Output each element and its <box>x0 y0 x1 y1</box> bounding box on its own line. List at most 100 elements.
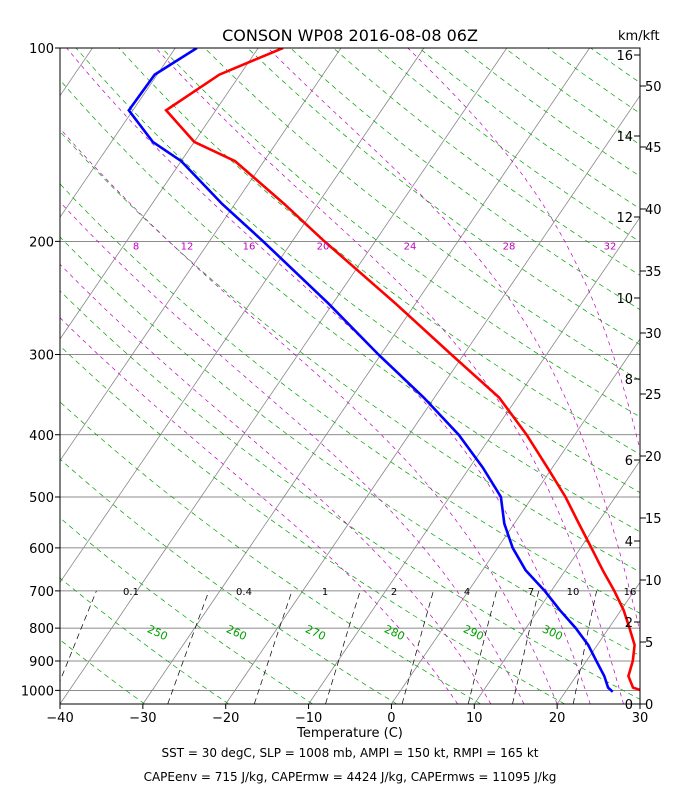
kft-tick-label: 30 <box>645 327 662 342</box>
y-tick-label: 1000 <box>21 684 54 699</box>
moist-adiabat-label: 24 <box>404 241 417 252</box>
kft-tick-label: 15 <box>645 512 662 527</box>
dry-adiabat-line <box>60 79 640 533</box>
isotherm-line <box>60 48 342 462</box>
kft-tick-label: 25 <box>645 388 662 403</box>
dry-adiabat-line <box>290 48 640 311</box>
mixing-ratio-label: 7 <box>528 587 534 598</box>
moist-adiabat-line <box>267 48 640 634</box>
isotherm-line <box>308 216 640 704</box>
x-axis-label: Temperature (C) <box>296 726 403 741</box>
dewpoint-curve <box>127 48 614 693</box>
plot-grid <box>60 48 640 704</box>
isotherm-line <box>60 48 176 219</box>
moist-adiabat-line <box>407 48 640 452</box>
footer-line-1: SST = 30 degC, SLP = 1008 mb, AMPI = 150… <box>161 746 539 760</box>
mixing-ratio-line <box>401 590 434 704</box>
dry-adiabat-label: 280 <box>382 622 407 643</box>
dry-adiabat-line <box>118 48 640 455</box>
kft-tick-label: 20 <box>645 450 662 465</box>
kft-tick-label: 35 <box>645 265 662 280</box>
x-tick-label: −20 <box>212 711 239 726</box>
moist-adiabat-label: 12 <box>181 241 194 252</box>
x-tick-label: 10 <box>466 711 483 726</box>
y-tick-label: 800 <box>29 622 54 637</box>
moist-adiabat-label: 16 <box>243 241 256 252</box>
kft-tick-label: 0 <box>645 698 653 713</box>
dry-adiabat-label: 260 <box>224 622 249 643</box>
isotherm-line <box>473 459 640 704</box>
y-tick-label: 700 <box>29 585 54 600</box>
kft-tick-label: 50 <box>645 80 662 95</box>
moist-adiabat-label: 20 <box>317 241 330 252</box>
mixing-ratio-line <box>325 590 361 704</box>
km-tick-label: 12 <box>616 211 633 226</box>
moist-adiabat-label: 8 <box>133 241 139 252</box>
y-tick-label: 600 <box>29 542 54 557</box>
y-tick-label: 300 <box>29 348 54 363</box>
x-tick-label: 0 <box>387 711 395 726</box>
dry-adiabat-label: 290 <box>461 622 486 643</box>
dry-adiabat-line <box>60 517 313 704</box>
kft-tick-label: 45 <box>645 141 662 156</box>
dry-adiabat-line <box>60 458 397 704</box>
mixing-ratio-label: 0.4 <box>236 587 252 598</box>
isotherm-line <box>391 338 640 704</box>
mixing-ratio-label: 0.1 <box>123 587 139 598</box>
kft-tick-label: 5 <box>645 636 653 651</box>
mixing-ratio-label: 10 <box>567 587 580 598</box>
isotherm-line <box>60 48 425 583</box>
moist-adiabat-line <box>60 317 458 704</box>
dry-adiabat-line <box>60 290 640 700</box>
footer-line-2: CAPEenv = 715 J/kg, CAPErmw = 4424 J/kg,… <box>143 770 557 784</box>
isotherm-line <box>556 581 640 704</box>
dry-adiabat-line <box>60 236 640 657</box>
right-axis-label: km/kft <box>618 29 660 44</box>
km-tick-label: 10 <box>616 292 633 307</box>
mixing-ratio-label: 1 <box>322 587 328 598</box>
moist-adiabat-line <box>66 48 591 704</box>
moist-adiabat-label: 32 <box>604 241 617 252</box>
mixing-ratio-label: 16 <box>624 587 637 598</box>
mixing-ratio-label: 4 <box>464 587 470 598</box>
km-tick-label: 2 <box>625 616 633 631</box>
mixing-ratio-line <box>512 590 540 704</box>
mixing-ratio-label: 2 <box>391 587 397 598</box>
dry-adiabat-line <box>504 48 640 146</box>
km-tick-label: 14 <box>616 130 633 145</box>
axes: −40 −30 −20 −10 0 10 20 30100200300400500600700… <box>21 42 662 726</box>
mixing-ratio-line <box>467 590 497 704</box>
x-tick-label: −30 <box>129 711 156 726</box>
dry-adiabat-line <box>60 131 640 573</box>
chart-title: CONSON WP08 2016-08-08 06Z <box>222 26 478 45</box>
profile-curves <box>127 48 640 693</box>
mixing-ratio-line <box>167 590 210 704</box>
dry-adiabat-label: 270 <box>303 622 328 643</box>
x-tick-label: −10 <box>295 711 322 726</box>
isotherm-line <box>60 48 259 340</box>
dry-adiabat-line <box>60 639 145 704</box>
temperature-curve <box>164 48 640 692</box>
x-tick-label: 30 <box>632 711 649 726</box>
isotherm-line <box>142 48 590 704</box>
plot-frame <box>59 47 641 705</box>
moist-adiabat-line <box>155 48 624 704</box>
mixing-ratio-line <box>60 590 97 683</box>
dry-adiabat-line <box>60 345 565 704</box>
moist-adiabat-label: 28 <box>503 241 516 252</box>
km-tick-label: 16 <box>616 49 633 64</box>
y-tick-label: 100 <box>29 42 54 57</box>
moist-adiabat-line <box>60 127 558 704</box>
dry-adiabat-line <box>461 48 640 177</box>
moist-adiabat-line <box>60 201 525 704</box>
km-tick-label: 0 <box>625 698 633 713</box>
kft-tick-label: 40 <box>645 203 662 218</box>
dry-adiabat-label: 250 <box>145 622 170 643</box>
mixing-ratio-line <box>572 590 597 704</box>
y-tick-label: 500 <box>29 491 54 506</box>
x-tick-label: −40 <box>46 711 73 726</box>
km-tick-label: 8 <box>625 373 633 388</box>
km-tick-label: 4 <box>625 535 633 550</box>
